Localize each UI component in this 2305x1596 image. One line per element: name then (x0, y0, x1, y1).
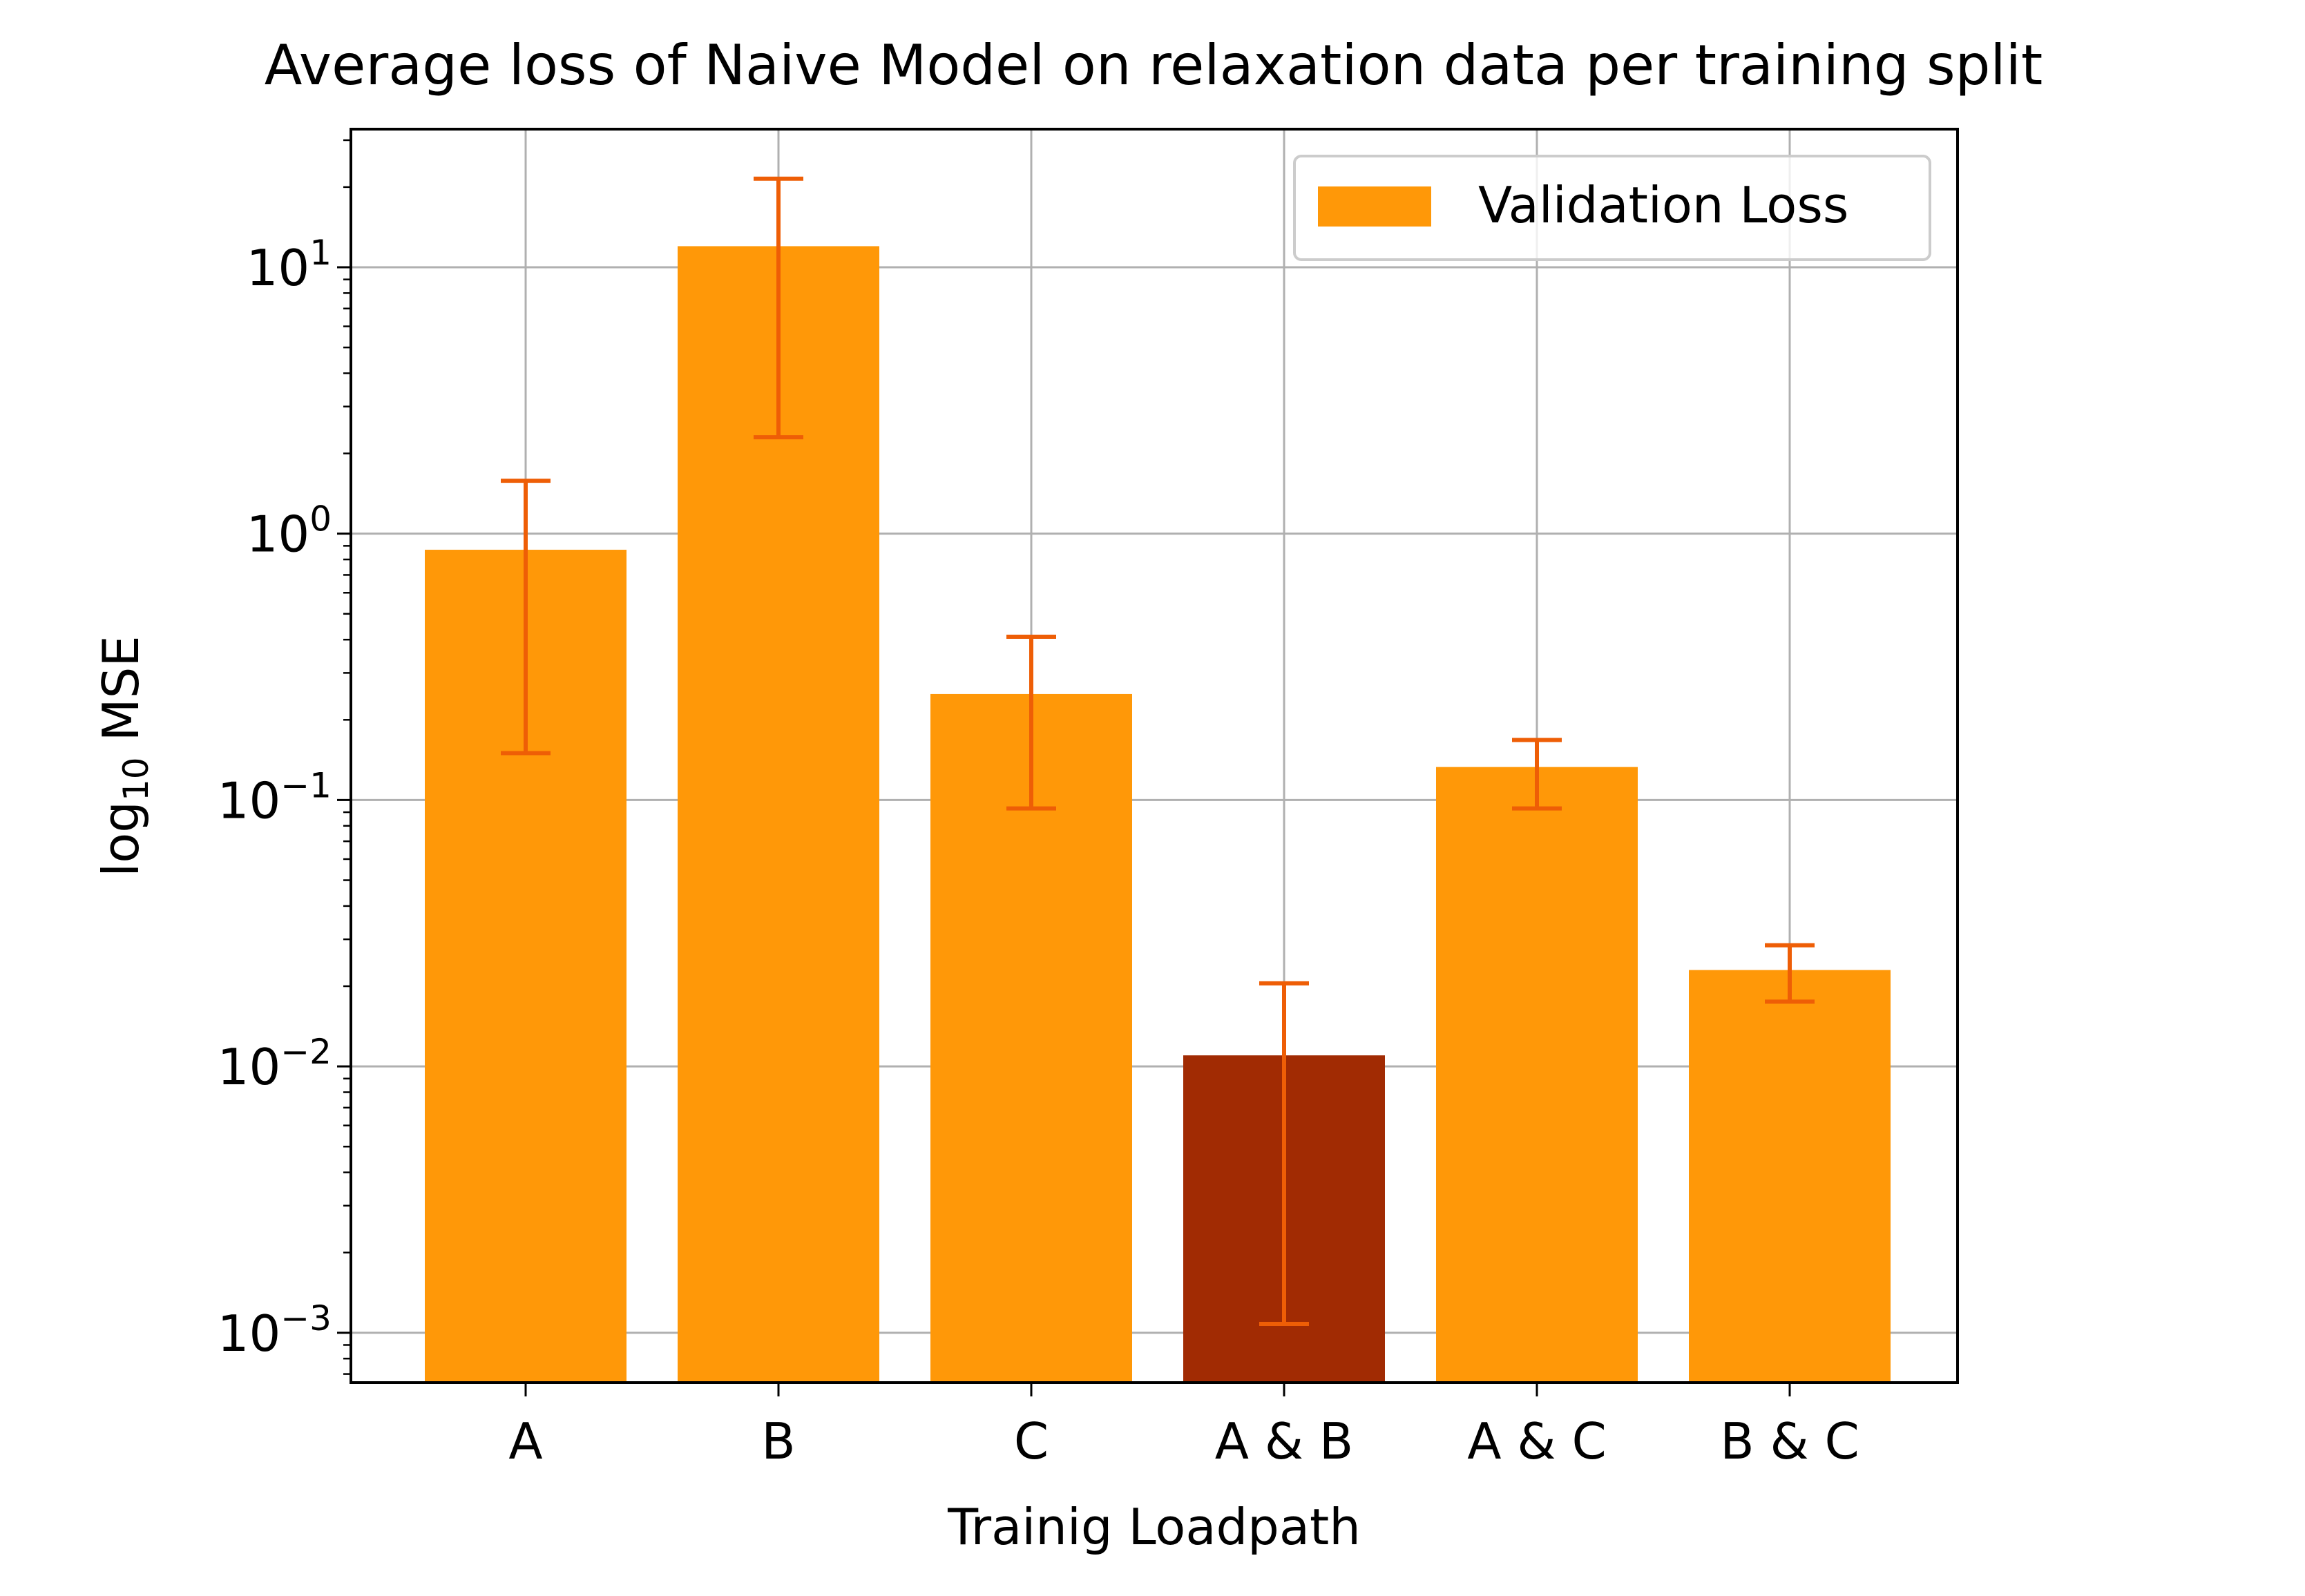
y-axis-label-rest: MSE (92, 635, 150, 757)
x-tick-label: B & C (1720, 1412, 1859, 1470)
x-tick-label: A & B (1215, 1412, 1354, 1470)
y-axis-label-base: log (92, 801, 150, 877)
y-tick-label: 10−3 (218, 1298, 332, 1363)
y-tick-label: 10−2 (218, 1032, 332, 1096)
y-tick-label-base: 10 (218, 771, 281, 829)
bar (1689, 970, 1891, 1383)
y-tick-label-base: 10 (247, 506, 310, 564)
y-tick-label-base: 10 (247, 239, 310, 297)
x-tick-label: C (1014, 1412, 1049, 1470)
chart-title: Average loss of Naive Model on relaxatio… (265, 33, 2043, 97)
y-tick-label-exponent: 0 (309, 499, 332, 539)
bars (425, 246, 1891, 1383)
x-axis-label: Trainig Loadpath (947, 1498, 1361, 1556)
y-tick-label-exponent: 1 (309, 233, 332, 273)
x-tick-label: A & C (1467, 1412, 1606, 1470)
y-tick-label: 100 (247, 499, 332, 564)
legend-swatch (1318, 186, 1431, 227)
y-tick-label-base: 10 (218, 1038, 281, 1096)
legend-label: Validation Loss (1478, 176, 1848, 234)
y-tick-label: 101 (247, 233, 332, 297)
y-tick-label-exponent: −1 (280, 765, 332, 805)
plot-frame (350, 128, 1959, 1384)
bar (1436, 767, 1638, 1383)
y-tick-label-base: 10 (218, 1305, 281, 1363)
y-axis-label: log10 MSE (92, 635, 156, 877)
legend: Validation Loss (1293, 155, 1931, 261)
x-tick-label: B (761, 1412, 795, 1470)
error-bars (501, 176, 1815, 1326)
x-tick-label: A (508, 1412, 542, 1470)
legend-frame (1293, 155, 1931, 261)
y-tick-label-exponent: −3 (280, 1298, 332, 1338)
y-axis-label-sub: 10 (116, 757, 156, 801)
y-tick-label-exponent: −2 (280, 1032, 332, 1072)
y-tick-label: 10−1 (218, 765, 332, 829)
